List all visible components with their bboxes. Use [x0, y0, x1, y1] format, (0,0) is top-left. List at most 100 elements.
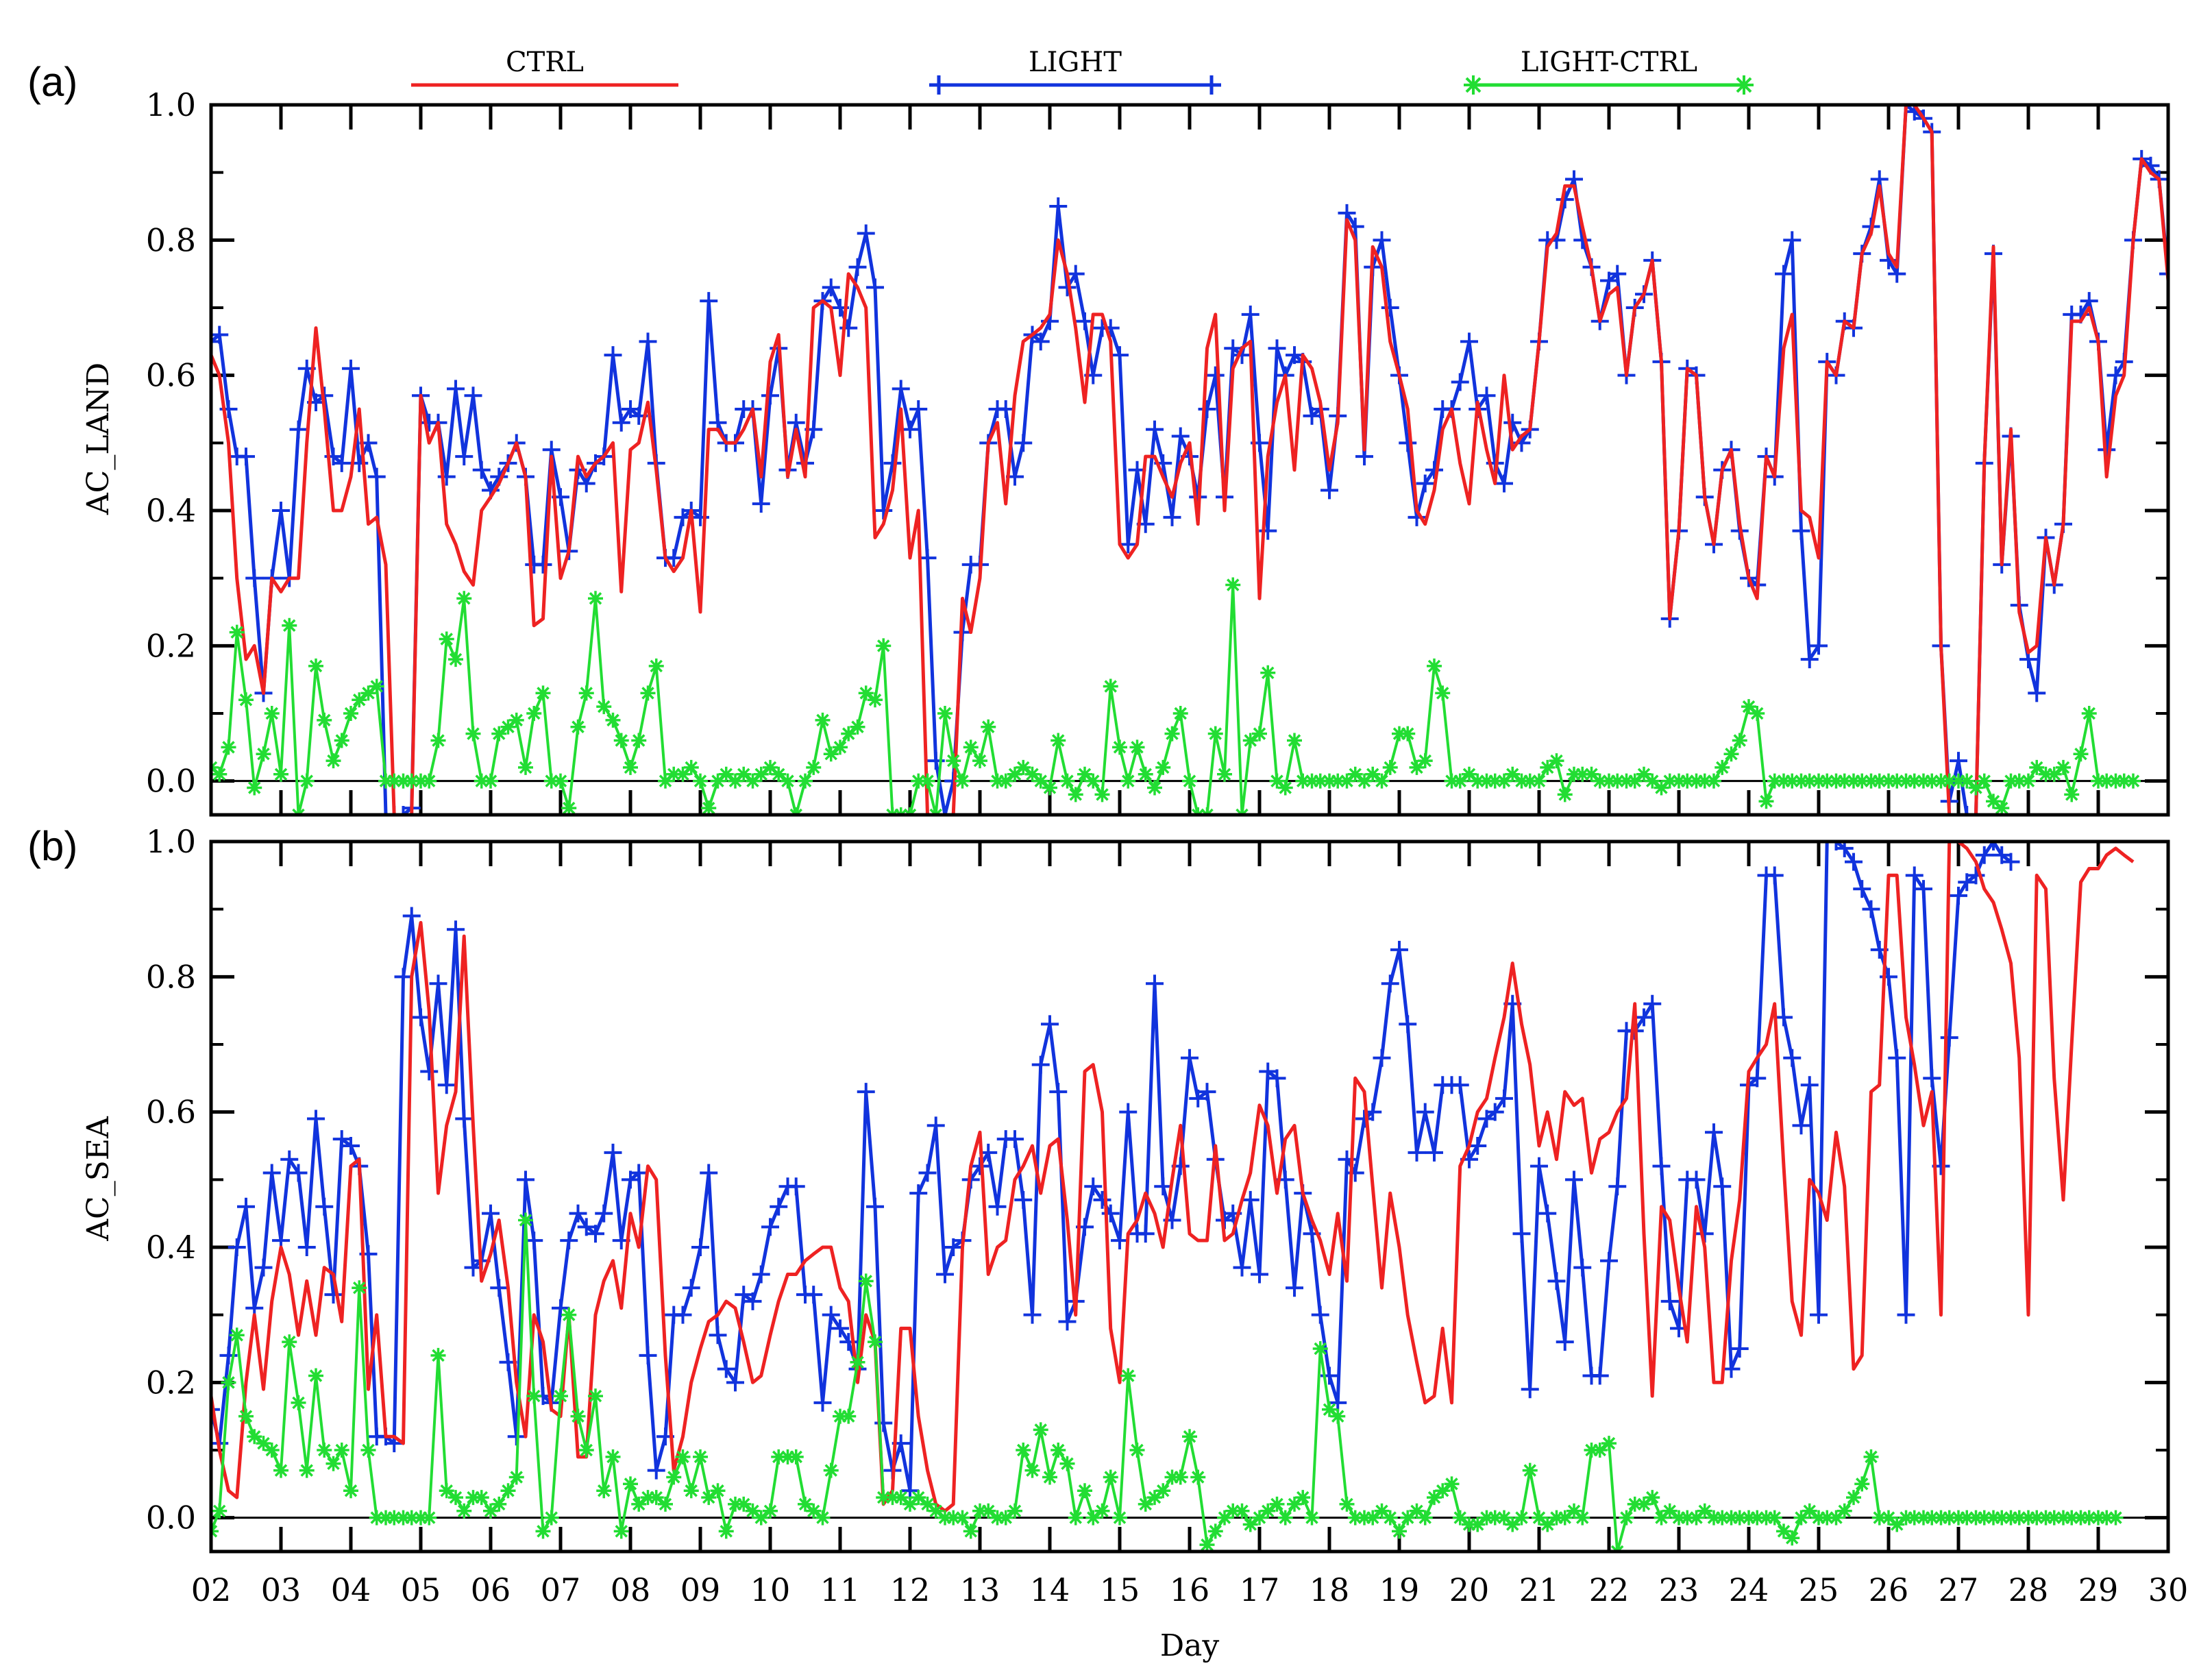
- series-point-light: [1800, 650, 1819, 669]
- series-point-light: [1512, 1225, 1531, 1243]
- series-point-light: [709, 1326, 727, 1345]
- series-point-light-ctrl: [1715, 759, 1730, 775]
- series-point-light-ctrl: [1085, 773, 1101, 789]
- series-point-light-ctrl: [1007, 1503, 1022, 1519]
- series-point-light-ctrl: [474, 1490, 489, 1506]
- series-point-light-ctrl: [763, 759, 778, 775]
- series-point-light: [1958, 806, 1976, 815]
- series-point-light: [700, 292, 718, 310]
- panel-b-ytick-label: 0.6: [146, 1094, 196, 1131]
- series-point-light-ctrl: [500, 1483, 516, 1499]
- series-point-light-ctrl: [815, 712, 831, 728]
- series-point-light-ctrl: [465, 726, 481, 742]
- series-point-light-ctrl: [1959, 773, 1975, 789]
- series-point-light-ctrl: [273, 1462, 288, 1478]
- series-point-light-ctrl: [2021, 773, 2036, 789]
- series-point-light-ctrl: [841, 1408, 857, 1424]
- series-point-light-ctrl: [1793, 773, 1809, 789]
- panel-a-yticks: 0.0 0.2 0.4 0.6 0.8 1.0: [146, 86, 196, 800]
- series-point-light-ctrl: [605, 712, 621, 728]
- series-point-light: [377, 806, 395, 815]
- series-point-light-ctrl: [395, 773, 411, 789]
- x-tick-label: 27: [1939, 1571, 1979, 1608]
- series-point-light-ctrl: [1400, 726, 1416, 742]
- series-point-light: [1775, 265, 1793, 283]
- series-point-light: [1608, 1177, 1627, 1196]
- series-point-light: [1530, 1157, 1548, 1175]
- series-point-light: [560, 1231, 578, 1250]
- series-point-light-ctrl: [238, 1408, 254, 1424]
- series-point-light: [918, 1164, 937, 1182]
- series-point-light-ctrl: [2126, 773, 2141, 789]
- series-point-light-ctrl: [798, 773, 813, 789]
- series-point-light: [1066, 265, 1085, 283]
- series-point-light: [936, 1265, 954, 1284]
- series-point-light: [822, 278, 840, 297]
- series-point-light: [1950, 886, 1967, 905]
- series-point-light-ctrl: [2116, 773, 2132, 789]
- series-point-light-ctrl: [1260, 1503, 1276, 1519]
- x-tick-label: 12: [890, 1571, 931, 1608]
- series-point-light: [1792, 522, 1810, 540]
- series-point-light-ctrl: [413, 1510, 428, 1525]
- series-point-light-ctrl: [1976, 1510, 1992, 1525]
- series-point-light-ctrl: [308, 658, 323, 674]
- series-point-light-ctrl: [1697, 773, 1712, 789]
- series-point-light-ctrl: [1479, 773, 1495, 789]
- series-point-light-ctrl: [578, 1443, 594, 1458]
- panel-b-ytick-label: 0.8: [146, 958, 196, 995]
- x-tick-label: 28: [2008, 1571, 2049, 1608]
- series-point-light-ctrl: [570, 719, 586, 735]
- series-point-light-ctrl: [1059, 773, 1075, 789]
- series-point-light: [1259, 1062, 1277, 1081]
- series-point-light-ctrl: [631, 1496, 647, 1512]
- panel-a-series-light-ctrl: [211, 577, 2141, 815]
- series-point-light-ctrl: [2038, 766, 2054, 782]
- series-point-light-ctrl: [378, 773, 393, 789]
- series-point-light: [1940, 1029, 1958, 1047]
- series-point-light-ctrl: [421, 1510, 437, 1525]
- series-point-light-ctrl: [456, 591, 472, 606]
- panel-b-series-light-ctrl: [211, 1212, 2124, 1552]
- series-point-light: [726, 1373, 744, 1392]
- series-point-light-ctrl: [535, 1523, 551, 1539]
- series-point-light-ctrl: [1497, 773, 1512, 789]
- series-point-light-ctrl: [465, 1490, 481, 1506]
- series-point-light: [332, 454, 351, 472]
- series-point-light-ctrl: [1767, 1510, 1782, 1525]
- series-point-light: [1146, 975, 1164, 993]
- series-point-light-ctrl: [1374, 1503, 1390, 1519]
- series-point-light: [1486, 1103, 1504, 1121]
- series-point-light: [367, 467, 386, 486]
- series-point-light-ctrl: [325, 753, 341, 769]
- x-tick-label: 08: [611, 1571, 651, 1608]
- panel-a-ytick-label: 0.4: [146, 492, 196, 529]
- series-point-light-ctrl: [1470, 1517, 1486, 1532]
- series-point-light: [1451, 373, 1469, 391]
- series-point-light-ctrl: [1427, 1490, 1442, 1506]
- series-point-light-ctrl: [876, 1490, 892, 1506]
- series-point-light-ctrl: [736, 1496, 752, 1512]
- series-point-light: [1286, 1279, 1303, 1297]
- series-point-light: [1573, 1258, 1592, 1277]
- series-point-light-ctrl: [2108, 773, 2124, 789]
- series-point-light-ctrl: [2038, 1510, 2054, 1525]
- x-tick-label: 22: [1589, 1571, 1630, 1608]
- series-point-light-ctrl: [334, 1443, 349, 1458]
- series-point-light-ctrl: [1793, 1510, 1809, 1525]
- series-point-light-ctrl: [1024, 1462, 1040, 1478]
- series-point-light: [787, 1177, 805, 1196]
- series-point-light: [1181, 1049, 1199, 1067]
- series-point-light: [1206, 366, 1225, 384]
- series-point-light: [1023, 1306, 1042, 1324]
- series-point-light-ctrl: [701, 800, 717, 815]
- panel-b-ylabel: AC_SEA: [81, 1116, 116, 1242]
- series-point-light: [517, 1171, 534, 1189]
- series-point-light-ctrl: [1347, 766, 1363, 782]
- series-point-light-ctrl: [850, 1354, 865, 1370]
- series-point-light: [874, 502, 893, 519]
- series-point-light-ctrl: [1680, 1510, 1695, 1525]
- series-point-light-ctrl: [788, 1449, 804, 1464]
- series-point-light-ctrl: [1627, 773, 1643, 789]
- series-point-light-ctrl: [1252, 1510, 1267, 1525]
